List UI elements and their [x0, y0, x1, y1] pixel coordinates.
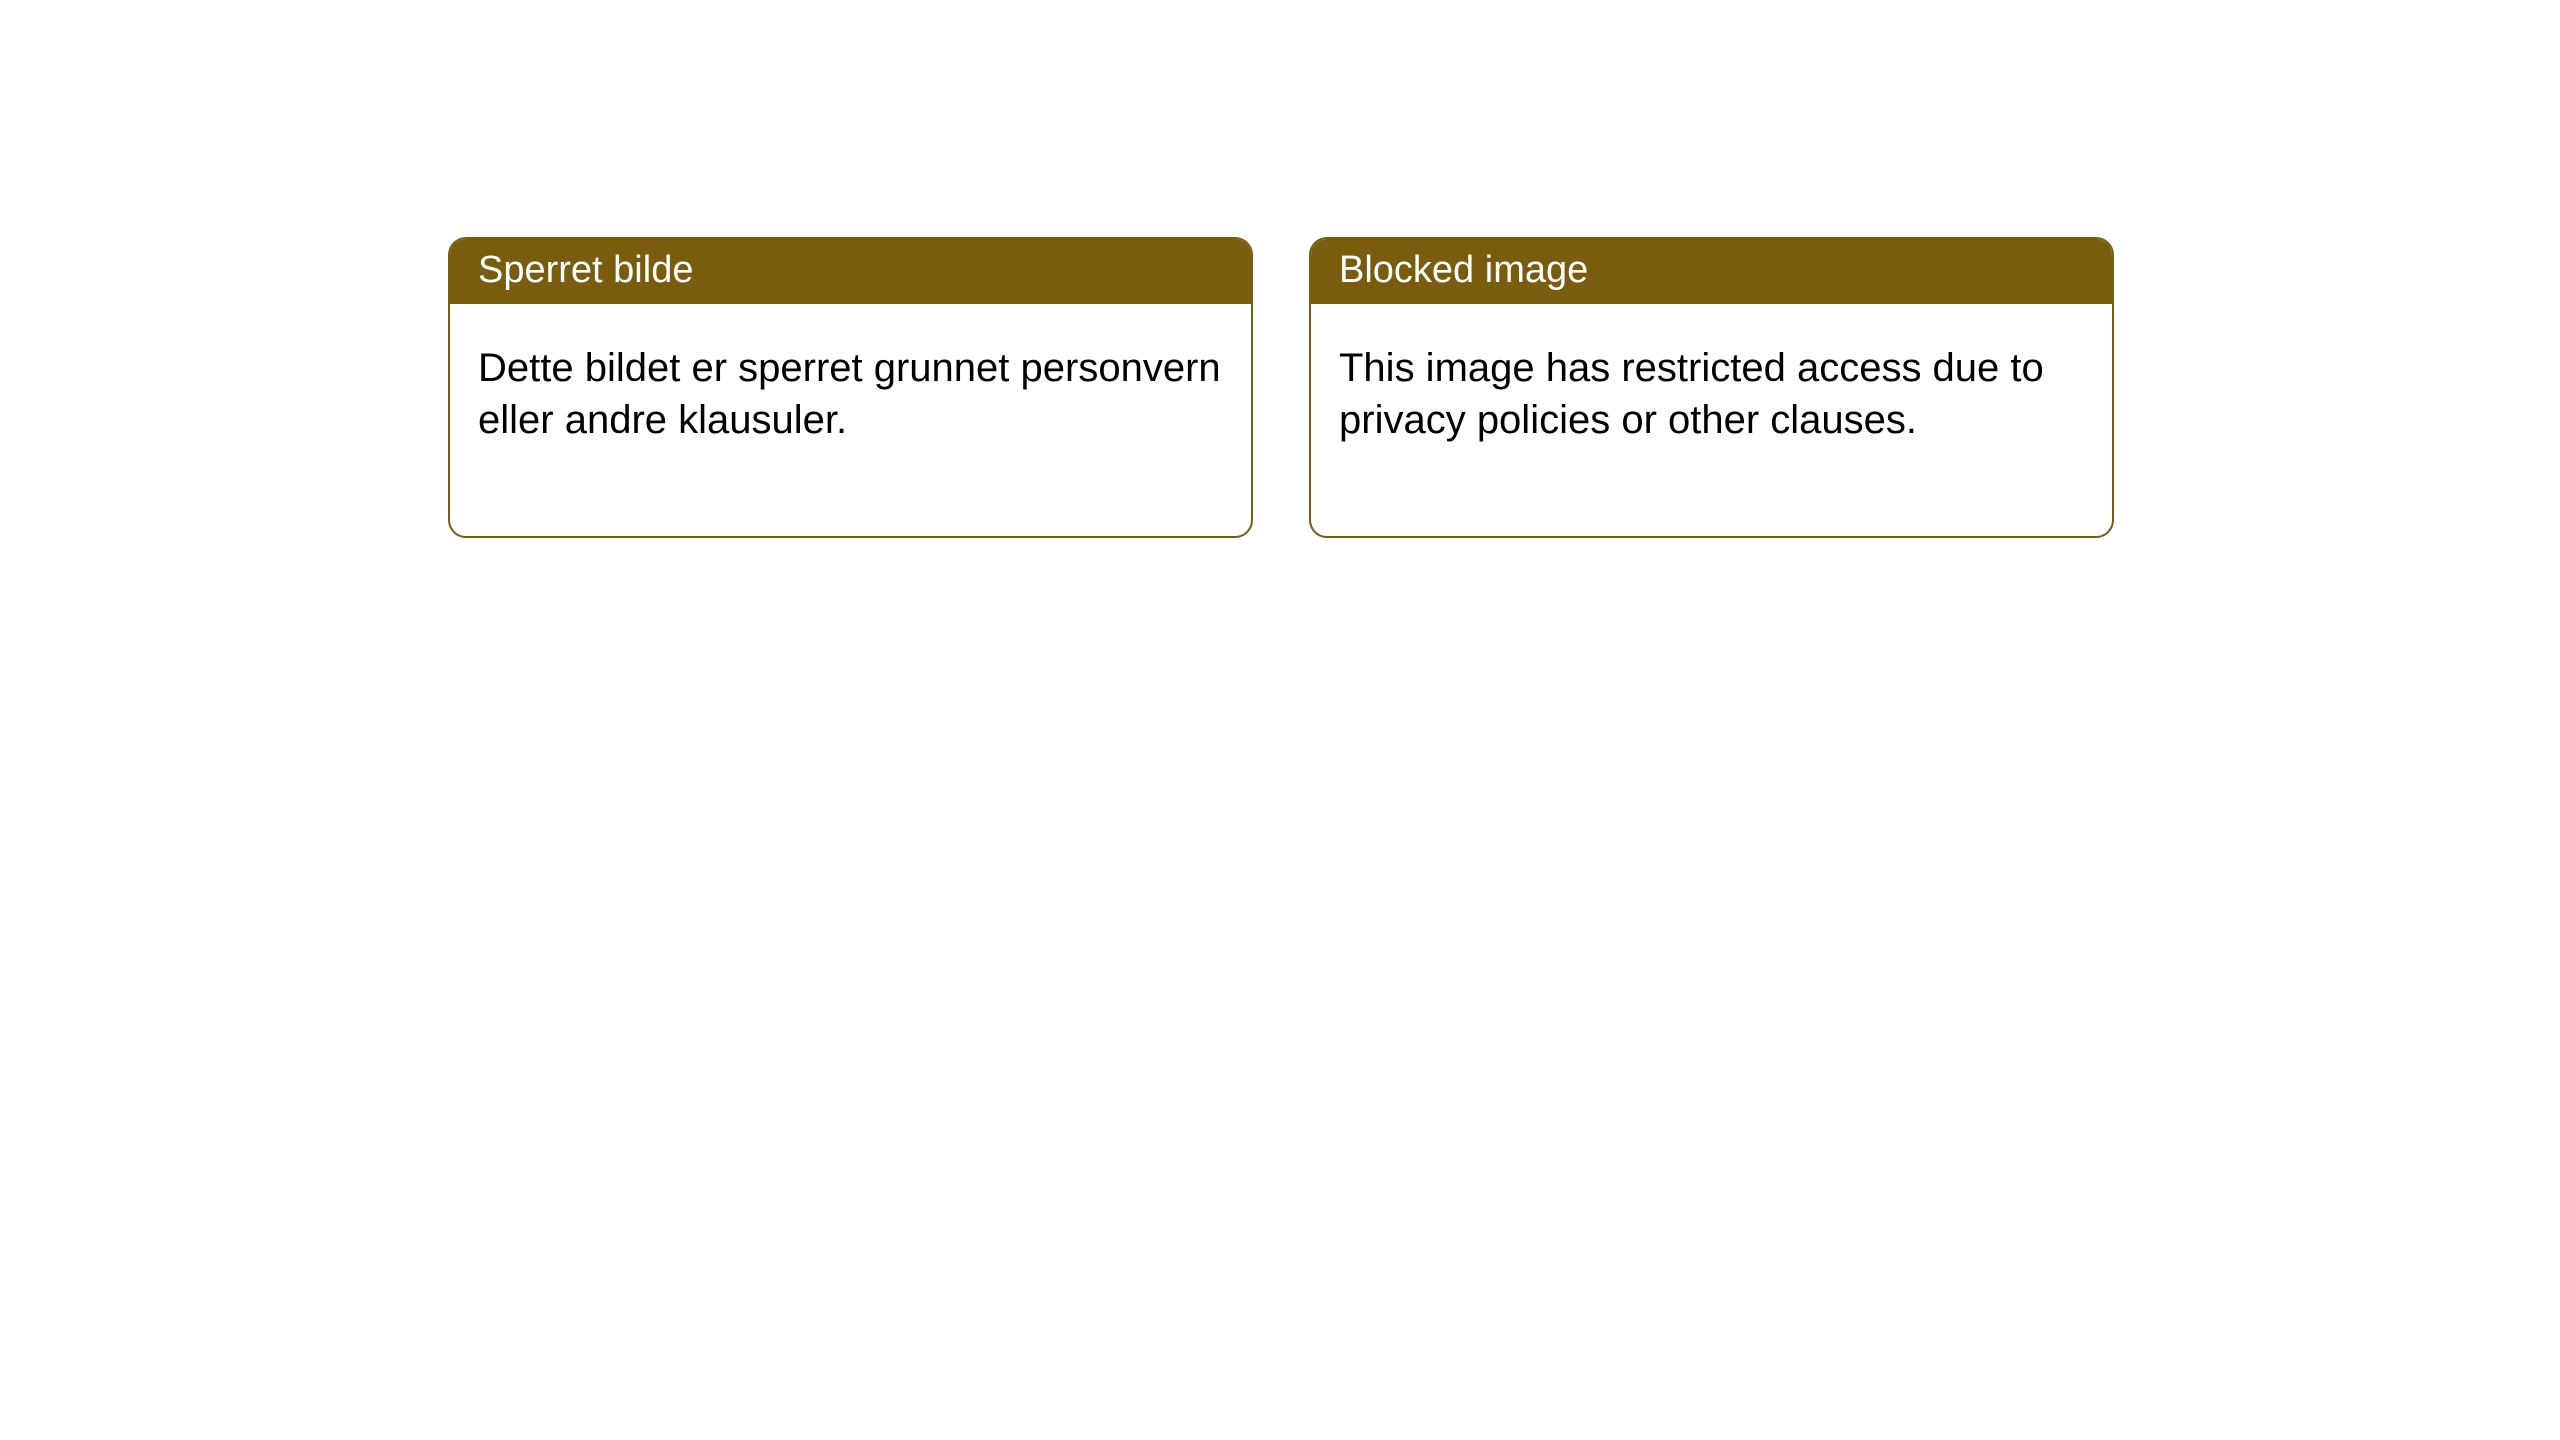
notice-title: Blocked image — [1311, 239, 2112, 304]
notice-body: This image has restricted access due to … — [1311, 304, 2112, 536]
notice-container: Sperret bilde Dette bildet er sperret gr… — [0, 0, 2560, 538]
notice-title: Sperret bilde — [450, 239, 1251, 304]
notice-body: Dette bildet er sperret grunnet personve… — [450, 304, 1251, 536]
notice-card-english: Blocked image This image has restricted … — [1309, 237, 2114, 538]
notice-card-norwegian: Sperret bilde Dette bildet er sperret gr… — [448, 237, 1253, 538]
